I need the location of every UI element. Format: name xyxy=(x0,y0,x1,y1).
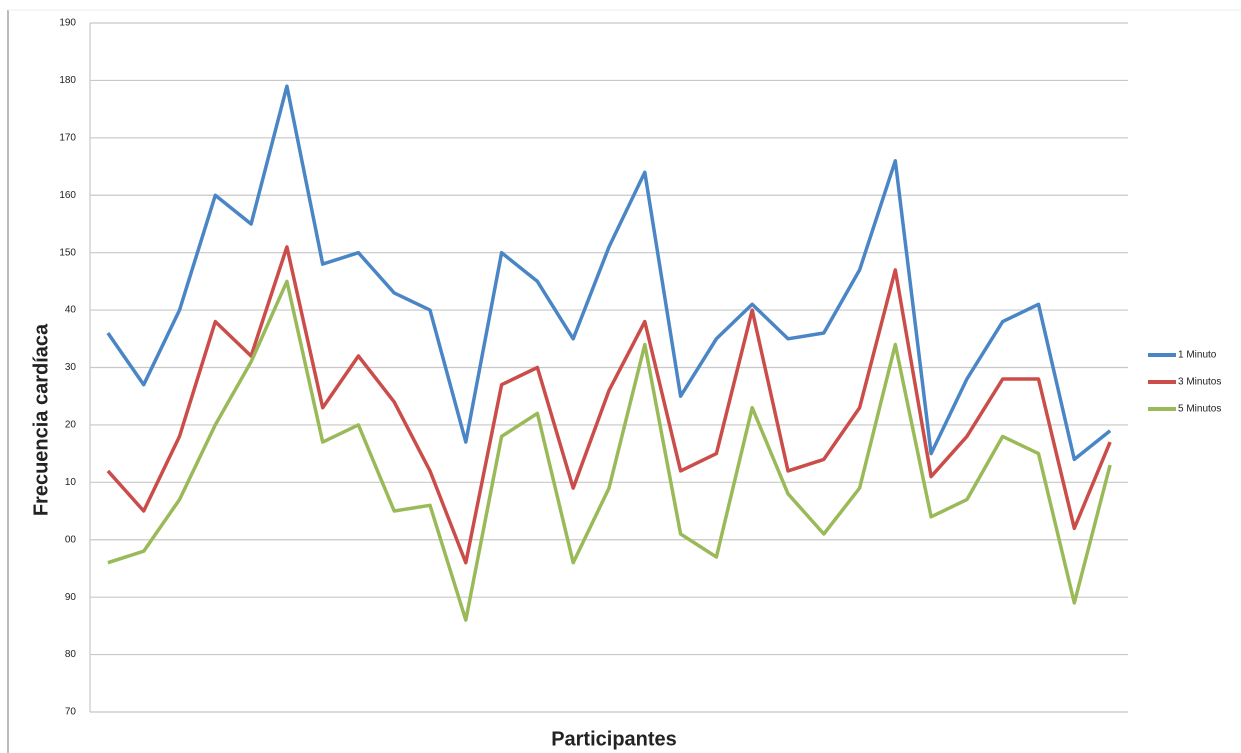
y-tick-label: 180 xyxy=(59,75,76,86)
series-line xyxy=(106,84,1112,462)
y-tick-label: 70 xyxy=(65,707,77,718)
y-tick-label: 170 xyxy=(59,132,76,143)
y-tick-label: 80 xyxy=(65,649,77,660)
y-axis-title: Frecuencia cardíaca xyxy=(30,323,52,516)
legend-label: 5 Minutos xyxy=(1178,404,1221,415)
legend-label: 1 Minuto xyxy=(1178,350,1217,361)
y-tick-label: 20 xyxy=(65,420,77,431)
y-tick-label: 40 xyxy=(65,305,77,316)
series-line xyxy=(106,245,1112,565)
y-tick-label: 90 xyxy=(65,592,77,603)
y-tick-label: 190 xyxy=(59,18,76,29)
y-tick-label: 150 xyxy=(59,247,76,258)
legend-label: 3 Minutos xyxy=(1178,377,1221,388)
series-line xyxy=(107,279,1112,622)
y-tick-label: 30 xyxy=(65,362,77,373)
y-tick-label: 10 xyxy=(65,477,77,488)
y-tick-label: 00 xyxy=(65,534,77,545)
x-axis-title: Participantes xyxy=(551,728,677,750)
y-tick-label: 160 xyxy=(59,190,76,201)
